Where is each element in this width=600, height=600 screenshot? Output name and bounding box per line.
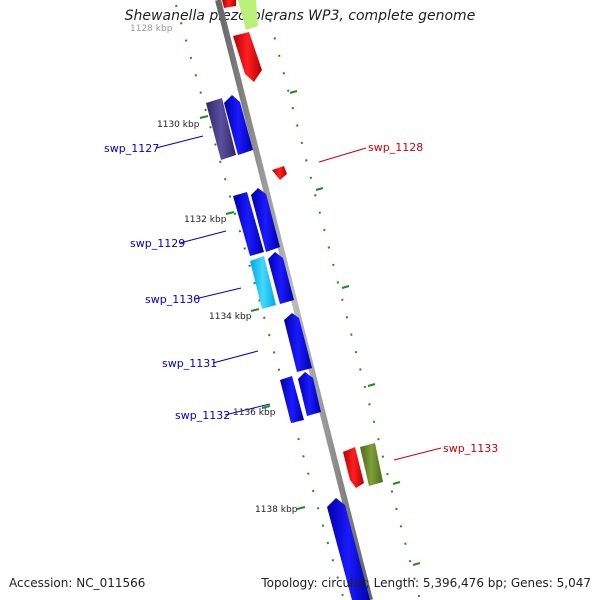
accession-text: Accession: NC_011566	[9, 576, 146, 590]
gene-lime-top	[238, 0, 258, 30]
scale-label-1132: 1132 kbp	[184, 215, 227, 225]
gene-swp-1131	[284, 313, 312, 372]
gene-label-swp-1127[interactable]: swp_1127	[104, 142, 159, 155]
gene-label-swp-1129[interactable]: swp_1129	[130, 237, 185, 250]
scale-label-1128: 1128 kbp	[130, 24, 173, 34]
gene-swp-1127	[224, 95, 253, 155]
gene-label-swp-1131[interactable]: swp_1131	[162, 357, 217, 370]
gene-swp-1127-dark	[206, 98, 236, 160]
gene-swp-1128	[272, 166, 287, 180]
scale-label-1138: 1138 kbp	[255, 505, 298, 515]
gene-swp-1133	[360, 443, 383, 486]
gene-swp-1133-red	[343, 447, 364, 488]
gene-swp-1132-b	[298, 372, 321, 416]
gene-label-swp-1130[interactable]: swp_1130	[145, 293, 200, 306]
gene-bottom-blue	[327, 498, 370, 600]
right-track-ticks	[289, 90, 421, 566]
map-title: Shewanella piezotolerans WP3, complete g…	[124, 8, 476, 24]
gene-swp-1129-b	[251, 188, 280, 252]
scale-label-1130: 1130 kbp	[157, 120, 200, 130]
gene-swp-1130-b	[268, 252, 294, 304]
gene-features	[206, 0, 383, 600]
label-leaders	[155, 135, 442, 461]
gene-swp-1126	[233, 32, 262, 82]
gene-label-swp-1132[interactable]: swp_1132	[175, 409, 230, 422]
gene-swp-1130	[250, 256, 276, 309]
gene-swp-1132-a	[280, 376, 304, 423]
scale-label-1134: 1134 kbp	[209, 312, 252, 322]
scale-label-1136: 1136 kbp	[233, 408, 276, 418]
gene-red-top	[222, 0, 236, 8]
gene-label-swp-1133[interactable]: swp_1133	[443, 442, 498, 455]
major-ticks	[199, 115, 306, 510]
topology-text: Topology: circular; Length: 5,396,476 bp…	[261, 576, 591, 590]
gene-swp-1129-a	[233, 192, 264, 256]
gene-label-swp-1128[interactable]: swp_1128	[368, 141, 423, 154]
